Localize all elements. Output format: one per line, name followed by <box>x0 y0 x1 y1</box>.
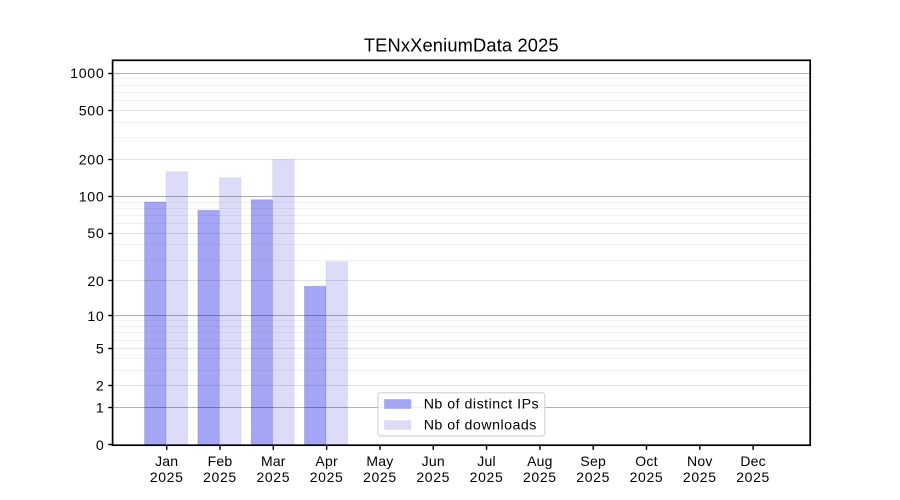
svg-text:TENxXeniumData 2025: TENxXeniumData 2025 <box>364 35 559 56</box>
svg-text:2025: 2025 <box>736 469 770 485</box>
svg-text:2025: 2025 <box>630 469 664 485</box>
svg-text:2025: 2025 <box>310 469 344 485</box>
svg-text:1000: 1000 <box>70 66 104 82</box>
svg-text:Apr: Apr <box>315 453 338 469</box>
svg-text:Sep: Sep <box>580 453 606 469</box>
svg-text:Jul: Jul <box>477 453 496 469</box>
svg-text:2025: 2025 <box>683 469 717 485</box>
svg-text:Nov: Nov <box>687 453 713 469</box>
svg-text:2025: 2025 <box>363 469 397 485</box>
svg-text:Nb of distinct IPs: Nb of distinct IPs <box>424 397 539 413</box>
svg-text:Dec: Dec <box>740 453 766 469</box>
svg-text:2025: 2025 <box>150 469 184 485</box>
svg-text:Jun: Jun <box>422 453 445 469</box>
svg-text:Aug: Aug <box>527 453 553 469</box>
svg-text:Jan: Jan <box>155 453 178 469</box>
svg-text:10: 10 <box>87 309 104 325</box>
svg-text:Nb of downloads: Nb of downloads <box>424 418 537 434</box>
svg-text:Oct: Oct <box>635 453 657 469</box>
svg-text:2025: 2025 <box>576 469 610 485</box>
svg-text:2: 2 <box>96 379 105 395</box>
svg-text:0: 0 <box>96 438 105 454</box>
svg-text:2025: 2025 <box>470 469 504 485</box>
svg-text:2025: 2025 <box>416 469 450 485</box>
svg-text:Mar: Mar <box>261 453 286 469</box>
svg-text:500: 500 <box>79 103 105 119</box>
svg-text:200: 200 <box>79 152 105 168</box>
svg-text:Feb: Feb <box>208 453 233 469</box>
svg-text:50: 50 <box>87 226 104 242</box>
svg-text:May: May <box>366 453 393 469</box>
svg-text:2025: 2025 <box>256 469 290 485</box>
svg-text:1: 1 <box>96 401 105 417</box>
svg-text:100: 100 <box>79 189 105 205</box>
svg-text:20: 20 <box>87 274 104 290</box>
svg-text:2025: 2025 <box>203 469 237 485</box>
svg-text:5: 5 <box>96 341 105 357</box>
svg-text:2025: 2025 <box>523 469 557 485</box>
